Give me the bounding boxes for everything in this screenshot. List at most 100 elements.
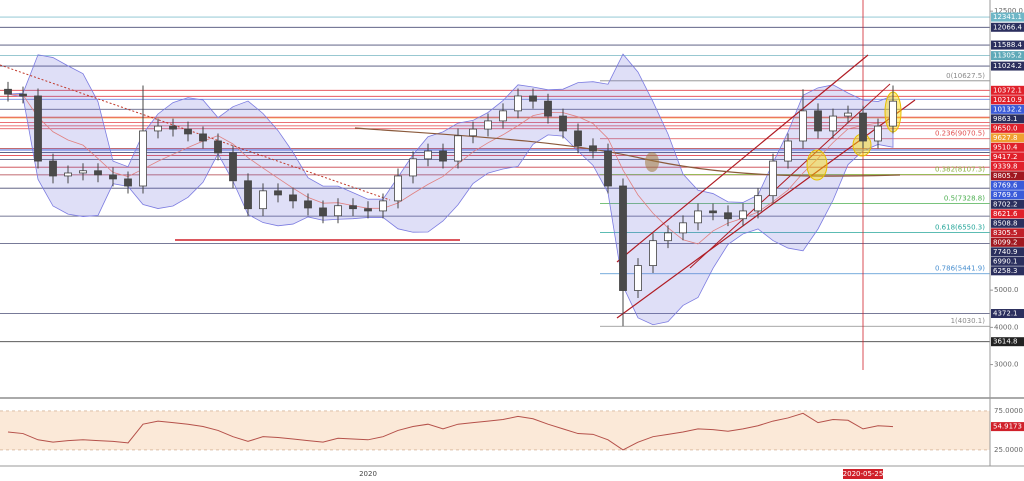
candle-body bbox=[154, 125, 162, 132]
candle-body bbox=[649, 240, 657, 267]
candle-body bbox=[544, 100, 552, 117]
price-label: 8702.2 bbox=[993, 200, 1018, 208]
candle-body bbox=[124, 178, 132, 187]
candle-body bbox=[64, 172, 72, 177]
candles-layer bbox=[4, 81, 897, 327]
candle-body bbox=[199, 133, 207, 142]
candle-body bbox=[469, 128, 477, 137]
candle-body bbox=[364, 208, 372, 212]
y-tick-label: 4000.0 bbox=[994, 323, 1019, 331]
candle-body bbox=[394, 175, 402, 202]
price-label-box bbox=[991, 123, 1024, 133]
candle-body bbox=[589, 145, 597, 152]
candle-body bbox=[19, 93, 27, 97]
price-label-box bbox=[991, 190, 1024, 200]
highlight bbox=[806, 149, 828, 181]
fib-label: 0.382(8107.3) bbox=[935, 166, 985, 174]
y-tick-label: 5000.0 bbox=[994, 286, 1019, 294]
candle-body bbox=[844, 112, 852, 117]
candle-body bbox=[829, 115, 837, 132]
price-label-box bbox=[991, 266, 1024, 276]
price-label: 8621.6 bbox=[993, 210, 1018, 218]
fib-label: 0.236(9070.5) bbox=[935, 130, 985, 138]
rsi-value-label: 54.9173 bbox=[993, 423, 1022, 431]
x-label-box bbox=[843, 469, 883, 479]
price-label-box bbox=[991, 104, 1024, 114]
candle-body bbox=[499, 110, 507, 122]
price-label: 8099.2 bbox=[993, 238, 1018, 246]
price-label-box bbox=[991, 199, 1024, 209]
price-label: 8769.6 bbox=[993, 191, 1018, 199]
candle-body bbox=[334, 205, 342, 217]
y-tick-label: 3000.0 bbox=[994, 361, 1019, 369]
candle-body bbox=[184, 128, 192, 135]
fib-label: 0(10627.5) bbox=[946, 72, 985, 80]
candle-body bbox=[619, 185, 627, 291]
price-label: 8769.6 bbox=[993, 181, 1018, 189]
price-label: 10372.1 bbox=[993, 86, 1022, 94]
price-label: 7740.9 bbox=[993, 248, 1018, 256]
candle-body bbox=[109, 174, 117, 180]
candle-body bbox=[784, 140, 792, 162]
price-label: 11305.2 bbox=[993, 52, 1022, 60]
candle-body bbox=[859, 112, 867, 142]
price-label: 8805.7 bbox=[993, 172, 1018, 180]
price-label-box bbox=[991, 133, 1024, 143]
price-label: 6990.1 bbox=[993, 257, 1018, 265]
price-label-box bbox=[991, 12, 1024, 22]
price-label: 9417.2 bbox=[993, 153, 1018, 161]
channel-line bbox=[616, 54, 869, 263]
price-label: 9863.1 bbox=[993, 115, 1018, 123]
price-label-box bbox=[991, 114, 1024, 124]
candle-body bbox=[889, 100, 897, 127]
candle-body bbox=[304, 200, 312, 209]
candle-body bbox=[4, 88, 12, 95]
candle-body bbox=[559, 115, 567, 132]
candle-body bbox=[229, 152, 237, 182]
price-label: 9339.8 bbox=[993, 162, 1018, 170]
candle-body bbox=[349, 205, 357, 210]
x-tick-label: 2020-05-25 bbox=[843, 470, 884, 478]
candle-body bbox=[634, 265, 642, 291]
price-label-box bbox=[991, 337, 1024, 347]
fib-label: 0.786(5441.9) bbox=[935, 265, 985, 273]
candle-body bbox=[799, 110, 807, 142]
candle-body bbox=[259, 190, 267, 210]
y-tick-label: 12500.0 bbox=[994, 7, 1023, 15]
candle-body bbox=[694, 210, 702, 224]
price-label-box bbox=[991, 51, 1024, 61]
price-label-box bbox=[991, 161, 1024, 171]
candle-body bbox=[529, 95, 537, 102]
price-label-box bbox=[991, 152, 1024, 162]
price-label-box bbox=[991, 61, 1024, 71]
price-label: 4372.1 bbox=[993, 310, 1018, 318]
candle-body bbox=[664, 232, 672, 242]
price-label-box bbox=[991, 85, 1024, 95]
price-label: 11588.4 bbox=[993, 41, 1022, 49]
price-label-box bbox=[991, 256, 1024, 266]
candle-body bbox=[409, 158, 417, 177]
moving-average bbox=[354, 127, 901, 177]
candle-body bbox=[814, 110, 822, 132]
candle-body bbox=[604, 150, 612, 187]
price-label-box bbox=[991, 40, 1024, 50]
price-label-box bbox=[991, 228, 1024, 238]
price-label-box bbox=[991, 209, 1024, 219]
x-tick-label: 2020 bbox=[359, 470, 377, 478]
candle-body bbox=[769, 160, 777, 197]
rsi-line bbox=[7, 412, 894, 451]
y-tick-label: 75.0000 bbox=[994, 407, 1023, 415]
price-label-box bbox=[991, 237, 1024, 247]
candle-body bbox=[574, 130, 582, 147]
price-label-box bbox=[991, 180, 1024, 190]
candle-body bbox=[79, 170, 87, 174]
price-label: 9627.8 bbox=[993, 134, 1018, 142]
price-label-box bbox=[991, 22, 1024, 32]
candle-body bbox=[484, 120, 492, 130]
price-label: 8508.8 bbox=[993, 219, 1018, 227]
candle-body bbox=[739, 210, 747, 220]
candle-body bbox=[49, 160, 57, 177]
price-label: 6258.3 bbox=[993, 267, 1018, 275]
candle-body bbox=[439, 150, 447, 162]
